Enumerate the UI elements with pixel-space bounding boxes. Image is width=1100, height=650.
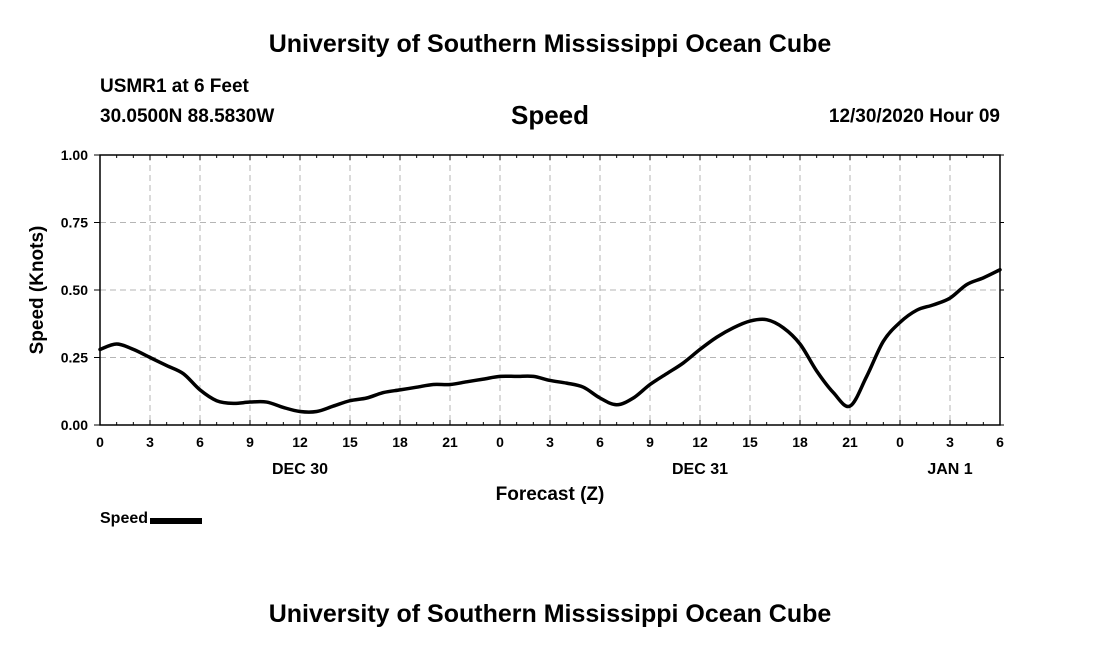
y-tick-label: 0.25 xyxy=(61,350,88,366)
chart-grid xyxy=(100,155,1000,425)
date-label: JAN 1 xyxy=(927,461,972,478)
x-axis-title: Forecast (Z) xyxy=(496,484,605,505)
y-tick-label: 0.00 xyxy=(61,417,88,433)
chart-legend: Speed xyxy=(100,510,203,528)
forecast-datetime: 12/30/2020 Hour 09 xyxy=(828,106,1000,127)
date-label: DEC 30 xyxy=(272,461,328,478)
x-tick-label: 9 xyxy=(246,434,254,450)
y-tick-label: 1.00 xyxy=(61,147,88,163)
axis-ticks xyxy=(94,154,1004,426)
x-tick-label: 6 xyxy=(596,434,604,450)
x-tick-label: 18 xyxy=(392,434,408,450)
legend-line-swatch xyxy=(150,518,203,524)
x-tick-label: 0 xyxy=(896,434,904,450)
station-label: USMR1 at 6 Feet xyxy=(100,76,249,97)
axis-labels: 0 3 6 9 12 15 18 21 0 3 6 9 12 15 18 21 0 3 6 0.00 0.25 0.50 0… xyxy=(61,147,1004,478)
footer-title: University of Southern Mississippi Ocean… xyxy=(268,600,832,628)
x-tick-label: 3 xyxy=(946,434,954,450)
x-tick-label: 0 xyxy=(96,434,104,450)
variable-title: Speed xyxy=(510,100,590,130)
x-tick-label: 6 xyxy=(996,434,1004,450)
x-tick-label: 15 xyxy=(342,434,358,450)
x-tick-label: 9 xyxy=(646,434,654,450)
x-tick-label: 18 xyxy=(792,434,808,450)
legend-label: Speed xyxy=(100,510,149,527)
x-tick-label: 6 xyxy=(196,434,204,450)
y-tick-label: 0.75 xyxy=(61,215,88,231)
station-coordinates: 30.0500N 88.5830W xyxy=(100,106,275,127)
date-label: DEC 31 xyxy=(672,461,728,478)
chart-main-title: University of Southern Mississippi Ocean… xyxy=(268,30,832,58)
y-axis-title: Speed (Knots) xyxy=(27,226,48,355)
x-tick-label: 12 xyxy=(292,434,308,450)
x-tick-label: 3 xyxy=(546,434,554,450)
x-tick-label: 21 xyxy=(442,434,458,450)
x-tick-label: 0 xyxy=(496,434,504,450)
x-tick-label: 21 xyxy=(842,434,858,450)
x-tick-label: 3 xyxy=(146,434,154,450)
x-tick-label: 12 xyxy=(692,434,708,450)
speed-series-line xyxy=(98,268,1002,414)
x-tick-label: 15 xyxy=(742,434,758,450)
y-tick-label: 0.50 xyxy=(61,282,88,298)
